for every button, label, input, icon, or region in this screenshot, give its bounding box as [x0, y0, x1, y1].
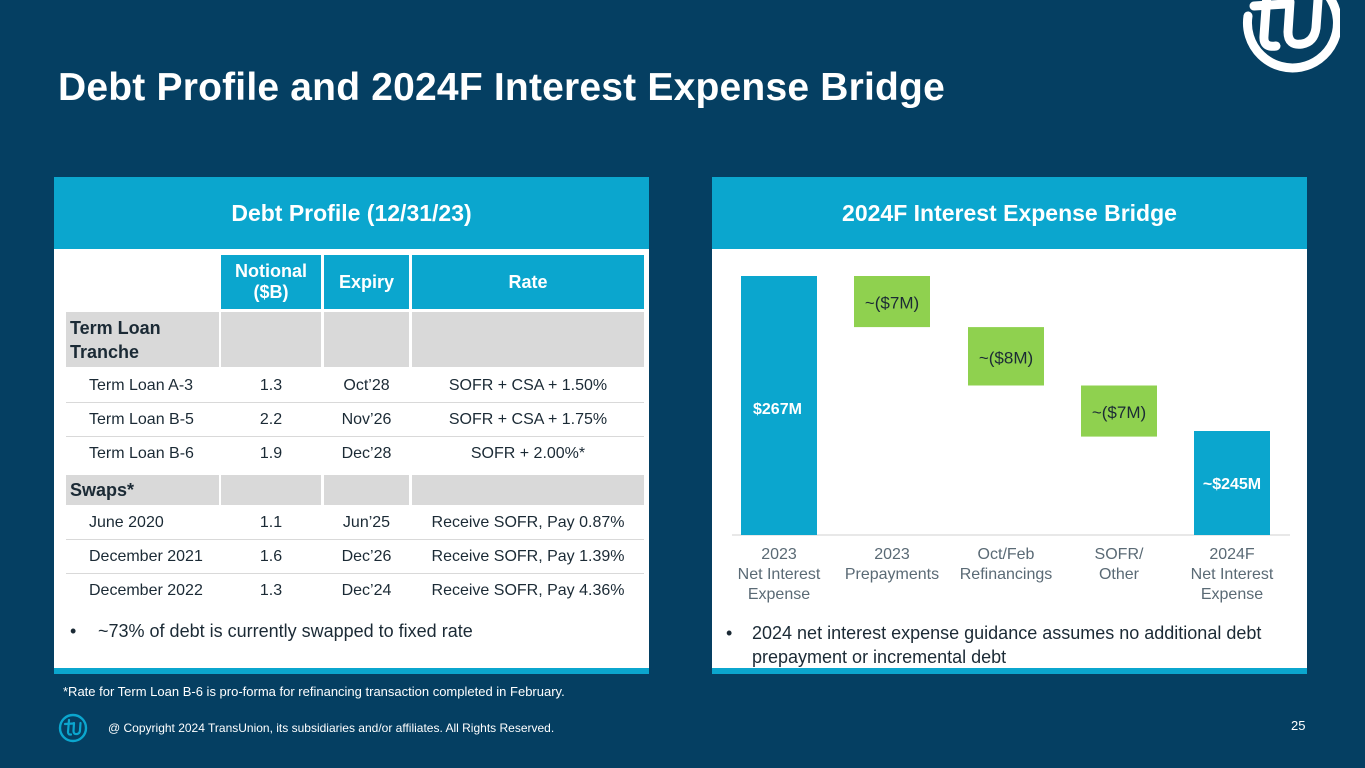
- bar-3: [968, 327, 1044, 386]
- transunion-logo-icon: [1242, 0, 1340, 73]
- row-rate: SOFR + CSA + 1.75%: [448, 410, 608, 428]
- footnote: *Rate for Term Loan B-6 is pro-forma for…: [63, 684, 565, 699]
- page-title: Debt Profile and 2024F Interest Expense …: [58, 66, 945, 109]
- row-name: December 2021: [89, 547, 203, 565]
- table-row: Term Loan B-6 1.9 Dec’28 SOFR + 2.00%*: [66, 437, 644, 470]
- debt-profile-panel: Debt Profile (12/31/23) Notional ($B) Ex…: [54, 177, 649, 674]
- category-label-1: Net Interest: [738, 566, 821, 583]
- interest-bridge-panel: 2024F Interest Expense Bridge $267M 2023 N…: [712, 177, 1307, 674]
- row-notional: 1.6: [259, 547, 283, 565]
- group-label-swaps: Swaps*: [70, 480, 135, 500]
- category-label-5: Net Interest: [1191, 566, 1274, 583]
- row-rate: Receive SOFR, Pay 1.39%: [431, 547, 625, 565]
- group-row-swaps: Swaps*: [66, 475, 644, 505]
- bar-1: [741, 276, 817, 535]
- data-label-5: ~$245M: [1203, 476, 1261, 493]
- row-notional: 2.2: [259, 410, 283, 428]
- category-label-4: SOFR/: [1095, 546, 1144, 563]
- table-row: Term Loan A-3 1.3 Oct’28 SOFR + CSA + 1.…: [66, 369, 644, 403]
- row-expiry: Nov’26: [341, 410, 392, 428]
- group-row-term-loan: Term Loan Tranche: [66, 312, 644, 367]
- bar-5: [1194, 431, 1270, 535]
- category-label-4: Other: [1099, 566, 1140, 583]
- row-expiry: Oct’28: [343, 376, 390, 394]
- bullet-dot-icon: •: [726, 623, 733, 643]
- interest-bridge-heading: 2024F Interest Expense Bridge: [712, 177, 1307, 249]
- bridge-bullet-text: 2024 net interest expense guidance assum…: [752, 623, 1262, 667]
- category-label-2: Prepayments: [845, 566, 939, 583]
- debt-profile-bullet-text: ~73% of debt is currently swapped to fix…: [98, 621, 473, 641]
- row-name: Term Loan B-5: [89, 410, 194, 428]
- category-label-5: Expense: [1201, 586, 1263, 603]
- bar-2: [854, 276, 930, 328]
- category-label-1: Expense: [748, 586, 810, 603]
- page-number: 25: [1291, 718, 1306, 733]
- table-row: December 2022 1.3 Dec’24 Receive SOFR, P…: [66, 574, 644, 607]
- row-name: Term Loan A-3: [89, 376, 194, 394]
- row-expiry: Dec’28: [341, 444, 392, 462]
- waterfall-chart: $267M 2023 Net Interest Expense ~($7M) 2023 Pr…: [732, 276, 1290, 603]
- category-label-3: Refinancings: [960, 566, 1053, 583]
- table-row: December 2021 1.6 Dec’26 Receive SOFR, P…: [66, 540, 644, 574]
- row-rate: SOFR + 2.00%*: [470, 444, 586, 462]
- transunion-logo-small-icon: [58, 713, 88, 743]
- row-name: June 2020: [89, 513, 164, 531]
- row-rate: SOFR + CSA + 1.50%: [448, 376, 608, 394]
- category-label-2: 2023: [874, 546, 910, 563]
- data-label-1: $267M: [753, 401, 802, 418]
- copyright-text: @ Copyright 2024 TransUnion, its subsidi…: [108, 721, 555, 735]
- row-expiry: Dec’26: [341, 547, 392, 565]
- column-header-notional: Notional ($B): [221, 255, 321, 309]
- table-row: Term Loan B-5 2.2 Nov’26 SOFR + CSA + 1.…: [66, 403, 644, 437]
- debt-profile-heading: Debt Profile (12/31/23): [54, 177, 649, 249]
- row-name: Term Loan B-6: [89, 444, 194, 462]
- row-name: December 2022: [89, 581, 203, 599]
- data-label-2: ~($7M): [865, 294, 919, 313]
- row-rate: Receive SOFR, Pay 0.87%: [431, 513, 625, 531]
- category-label-5: 2024F: [1209, 546, 1255, 563]
- table-row: June 2020 1.1 Jun’25 Receive SOFR, Pay 0…: [66, 506, 644, 540]
- data-label-3: ~($8M): [979, 348, 1033, 367]
- row-notional: 1.9: [259, 444, 283, 462]
- category-label-1: 2023: [761, 546, 797, 563]
- row-rate: Receive SOFR, Pay 4.36%: [431, 581, 625, 599]
- row-notional: 1.3: [259, 376, 283, 394]
- category-label-3: Oct/Feb: [978, 546, 1035, 563]
- row-expiry: Jun’25: [342, 513, 391, 531]
- column-header-rate: Rate: [412, 255, 644, 309]
- column-header-expiry: Expiry: [324, 255, 409, 309]
- row-notional: 1.3: [259, 581, 283, 599]
- data-label-4: ~($7M): [1092, 403, 1146, 422]
- group-label-term-loan: Term Loan Tranche: [70, 318, 161, 362]
- bar-4: [1081, 385, 1157, 437]
- row-expiry: Dec’24: [341, 581, 392, 599]
- row-notional: 1.1: [259, 513, 283, 531]
- bullet-dot-icon: •: [70, 621, 77, 641]
